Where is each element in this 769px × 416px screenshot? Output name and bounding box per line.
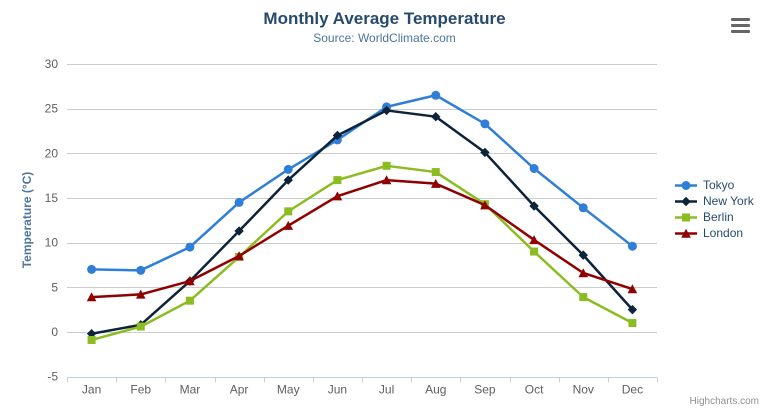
- legend-item-london[interactable]: London: [674, 225, 754, 241]
- series-london-point[interactable]: [480, 200, 490, 210]
- legend-diamond-marker: [681, 196, 691, 206]
- series-berlin-point[interactable]: [136, 322, 145, 331]
- x-axis-label: Oct: [525, 383, 544, 397]
- x-axis-label: Feb: [130, 383, 151, 397]
- series-tokyo-point[interactable]: [578, 203, 588, 213]
- y-axis-tick-label: 15: [45, 191, 59, 205]
- series-new-york-point[interactable]: [431, 111, 441, 122]
- series-london-point[interactable]: [86, 292, 97, 302]
- series-new-york-point[interactable]: [480, 147, 490, 158]
- series-berlin-point[interactable]: [530, 247, 539, 256]
- series-berlin-point[interactable]: [628, 319, 637, 328]
- legend-circle-marker: [681, 180, 691, 190]
- series-tokyo-point[interactable]: [136, 265, 146, 275]
- series-london-point[interactable]: [185, 276, 195, 286]
- x-axis-label: Jul: [379, 383, 394, 397]
- series-tokyo-point[interactable]: [529, 163, 539, 173]
- x-axis-label: Mar: [180, 383, 201, 397]
- series-berlin-point[interactable]: [284, 207, 293, 216]
- legend-circle-icon: [675, 180, 697, 190]
- x-axis-label: Jan: [82, 383, 101, 397]
- legend-label: London: [703, 226, 744, 240]
- legend-triangle-icon: [675, 228, 697, 238]
- legend-triangle-marker: [681, 228, 691, 238]
- series-berlin-point[interactable]: [333, 176, 342, 185]
- legend-item-new-york[interactable]: New York: [674, 193, 754, 209]
- credits-link[interactable]: Highcharts.com: [689, 396, 759, 407]
- series-london-point[interactable]: [627, 284, 638, 294]
- x-axis-label: May: [277, 383, 300, 397]
- series-tokyo-point[interactable]: [480, 119, 490, 129]
- series-tokyo-point[interactable]: [87, 264, 97, 274]
- x-axis-label: Aug: [425, 383, 446, 397]
- legend: Tokyo New York Berlin London: [674, 177, 754, 241]
- x-axis-label: Dec: [622, 383, 643, 397]
- series-berlin-point[interactable]: [579, 293, 588, 302]
- y-axis-tick-label: 25: [45, 102, 59, 116]
- legend-item-berlin[interactable]: Berlin: [674, 209, 754, 225]
- series-london-point[interactable]: [578, 268, 589, 278]
- series-new-york-point[interactable]: [283, 175, 293, 185]
- series-berlin-point[interactable]: [185, 296, 194, 305]
- y-axis-tick-label: 5: [51, 280, 58, 294]
- y-axis-tick-label: 0: [51, 325, 58, 339]
- series-london-point[interactable]: [135, 289, 146, 299]
- series-new-york-line: [90, 109, 634, 335]
- x-axis-label: Sep: [474, 383, 496, 397]
- series-berlin-point[interactable]: [87, 335, 96, 344]
- y-axis-tick-label: 10: [45, 236, 59, 250]
- y-axis-tick-label: -5: [47, 370, 58, 384]
- x-axis-label: Apr: [230, 383, 249, 397]
- x-axis-label: Nov: [573, 383, 594, 397]
- series-london-point[interactable]: [381, 175, 392, 185]
- series-london-point[interactable]: [283, 220, 294, 230]
- series-new-york-point[interactable]: [627, 304, 638, 315]
- series-london-line: [90, 178, 634, 299]
- x-axis-label: Jun: [328, 383, 347, 397]
- series-berlin-point[interactable]: [382, 161, 391, 170]
- legend-label: Berlin: [703, 210, 734, 224]
- legend-label: Tokyo: [703, 178, 735, 192]
- series-tokyo-point[interactable]: [185, 242, 195, 252]
- series-tokyo-point[interactable]: [627, 241, 637, 251]
- legend-label: New York: [703, 194, 754, 208]
- series-london-point[interactable]: [529, 235, 539, 245]
- series-london-point[interactable]: [234, 251, 244, 261]
- y-axis-tick-label: 20: [45, 146, 59, 160]
- series-new-york-point[interactable]: [381, 105, 392, 116]
- legend-diamond-icon: [675, 196, 697, 206]
- series-berlin-point[interactable]: [431, 168, 440, 177]
- hamburger-menu-icon: [731, 18, 751, 33]
- chart-title: Monthly Average Temperature: [263, 9, 506, 28]
- series-tokyo-point[interactable]: [431, 90, 441, 100]
- series-new-york-point[interactable]: [332, 130, 343, 141]
- legend-item-tokyo[interactable]: Tokyo: [674, 177, 754, 193]
- legend-square-marker: [682, 213, 690, 221]
- series-london-point[interactable]: [332, 191, 343, 201]
- series-berlin-line: [90, 164, 634, 342]
- series-new-york-point[interactable]: [578, 250, 588, 260]
- series-tokyo-point[interactable]: [283, 164, 293, 174]
- legend-square-icon: [675, 213, 697, 221]
- y-axis-tick-label: 30: [45, 57, 59, 71]
- export-menu-button[interactable]: [726, 14, 756, 40]
- chart-subtitle: Source: WorldClimate.com: [313, 31, 456, 45]
- series-new-york-point[interactable]: [529, 201, 539, 211]
- series-tokyo-line: [90, 94, 634, 272]
- series-tokyo-point[interactable]: [234, 197, 244, 207]
- series-london-point[interactable]: [430, 178, 441, 188]
- series-new-york-point[interactable]: [234, 226, 244, 236]
